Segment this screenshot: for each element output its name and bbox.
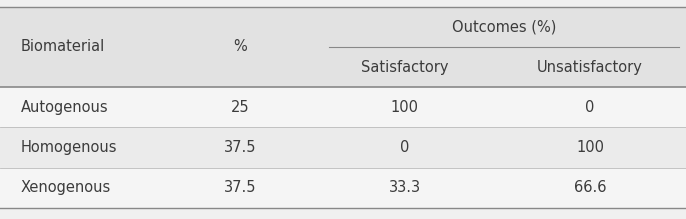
Text: Autogenous: Autogenous [21, 100, 108, 115]
Text: %: % [233, 39, 247, 54]
Text: 37.5: 37.5 [224, 140, 257, 155]
Text: 66.6: 66.6 [573, 180, 606, 195]
Bar [0, 7, 686, 87]
Text: Satisfactory: Satisfactory [361, 60, 449, 74]
Text: Biomaterial: Biomaterial [21, 39, 105, 54]
Text: 0: 0 [585, 100, 595, 115]
Text: 25: 25 [230, 100, 250, 115]
Bar [0, 127, 686, 168]
Text: 33.3: 33.3 [389, 180, 421, 195]
Text: 100: 100 [391, 100, 418, 115]
Text: Xenogenous: Xenogenous [21, 180, 111, 195]
Text: Unsatisfactory: Unsatisfactory [537, 60, 643, 74]
Text: 100: 100 [576, 140, 604, 155]
Bar [0, 168, 686, 208]
Text: 0: 0 [400, 140, 410, 155]
Text: 37.5: 37.5 [224, 180, 257, 195]
Text: Homogenous: Homogenous [21, 140, 117, 155]
Bar [0, 87, 686, 127]
Text: Outcomes (%): Outcomes (%) [452, 19, 556, 34]
